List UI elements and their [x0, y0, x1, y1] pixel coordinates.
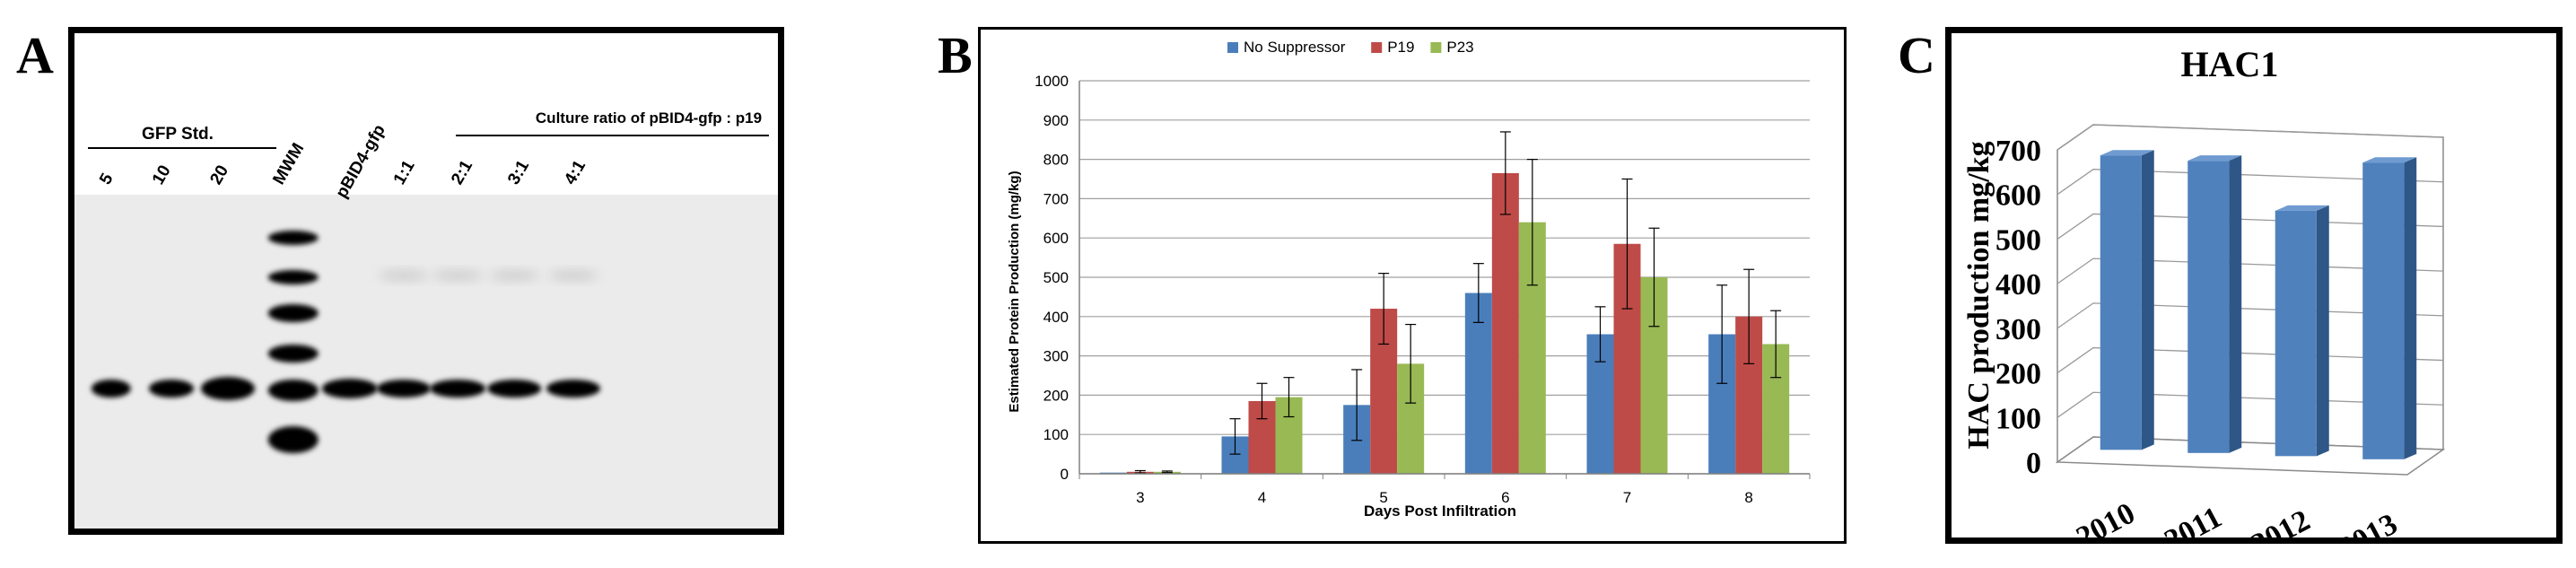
legend-swatch [1227, 42, 1238, 53]
legend-swatch [1430, 42, 1442, 53]
column [2362, 162, 2405, 459]
membrane [74, 195, 778, 529]
lane-label: 4:1 [561, 157, 589, 188]
y-tick-label: 100 [1995, 402, 2041, 435]
x-tick-label: 6 [1501, 489, 1509, 506]
ladder-band [267, 231, 319, 245]
x-tick-label: 4 [1258, 489, 1266, 506]
group-label-culture-ratio: Culture ratio of pBID4-gfp : p19 [536, 109, 762, 127]
blot-band [91, 380, 131, 398]
ladder-band [267, 345, 319, 363]
blot-band [430, 380, 486, 398]
gridline [2056, 169, 2444, 196]
lane-label: 2:1 [448, 157, 476, 188]
blot-band [377, 380, 431, 398]
chart-title: HAC1 [2181, 44, 2279, 84]
y-tick-label: 600 [1995, 179, 2041, 213]
column [2275, 210, 2317, 457]
x-tick-label: 7 [1623, 489, 1631, 506]
bar [1464, 293, 1492, 474]
legend-swatch [1371, 42, 1383, 53]
y-tick-label: 900 [1043, 112, 1069, 129]
column [2100, 155, 2142, 450]
blot-frame: GFP Std. Culture ratio of pBID4-gfp : p1… [68, 27, 784, 535]
y-tick-label: 700 [1043, 190, 1069, 207]
y-tick-label: 100 [1043, 426, 1069, 443]
column-top [2100, 150, 2154, 156]
x-tick-label: 3 [1136, 489, 1144, 506]
chart-c-frame: HAC1 HAC production mg/kg 0 100 200 300 400 5… [1945, 27, 2563, 565]
lane-label: 5 [96, 170, 118, 188]
legend-label: No Suppressor [1244, 39, 1346, 56]
blot-band [149, 380, 194, 398]
legend-label: P19 [1387, 39, 1414, 56]
y-tick-label: 0 [2026, 447, 2041, 480]
background-smear [548, 270, 598, 281]
chart-floor [2055, 436, 2446, 476]
lane-label: 20 [206, 162, 232, 188]
column-side [2316, 205, 2329, 457]
y-tick-label: 800 [1043, 152, 1069, 169]
column-top [2362, 157, 2417, 163]
blot-band [321, 379, 378, 398]
y-axis-label: Estimated Protein Production (mg/kg) [1007, 170, 1022, 412]
panel-label-b: B [938, 26, 973, 84]
lane-label: 1:1 [390, 157, 419, 188]
lane-label: 10 [149, 162, 175, 188]
y-tick-label: 300 [1995, 313, 2041, 346]
ladder-band [267, 270, 319, 284]
y-tick-label: 1000 [1035, 73, 1069, 90]
y-tick-label: 0 [1061, 466, 1069, 483]
y-tick-label: 500 [1043, 269, 1069, 286]
blot-band [546, 380, 600, 398]
column-side [2229, 155, 2242, 453]
column-side [2141, 150, 2154, 450]
gridline [2056, 124, 2444, 151]
ladder-band [267, 380, 319, 401]
column-top [2275, 205, 2329, 211]
y-tick-label: 200 [1995, 358, 2041, 391]
y-tick-label: 600 [1043, 230, 1069, 247]
chart-c: HAC1 HAC production mg/kg 0 100 200 300 400 5… [1962, 44, 2446, 565]
y-axis-label: HAC production mg/kg [1962, 141, 1995, 449]
lane-label: pBID4-gfp [332, 121, 389, 201]
ladder-band [267, 426, 319, 453]
chart-b-frame: 0 100 200 300 400 500 600 700 800 900 1000 3 4 5 6 7 8 N… [978, 27, 1847, 544]
x-tick-label: 8 [1744, 489, 1752, 506]
ladder-band [267, 304, 319, 322]
blot-band [201, 377, 255, 400]
background-smear [432, 270, 484, 281]
x-tick-label: 2011 [2159, 501, 2227, 537]
panel-label-c: C [1898, 26, 1935, 84]
blot-band [487, 380, 542, 398]
background-smear [379, 270, 429, 281]
y-tick-label: 300 [1043, 348, 1069, 365]
y-tick-label: 500 [1995, 223, 2041, 257]
panel-label-a: A [16, 26, 54, 84]
x-tick-label: 2013 [2334, 507, 2403, 537]
column [2187, 161, 2230, 453]
x-tick-label: 2012 [2246, 503, 2315, 537]
y-tick-label: 400 [1043, 309, 1069, 326]
background-smear [489, 270, 540, 281]
column-side [2404, 157, 2417, 459]
legend: No Suppressor P19 P23 [1227, 39, 1474, 56]
blot-figure: GFP Std. Culture ratio of pBID4-gfp : p1… [74, 109, 778, 529]
y-tick-label: 200 [1043, 387, 1069, 404]
y-tick-label: 700 [1995, 135, 2041, 168]
x-axis-label: Days Post Infiltration [1364, 502, 1516, 520]
lane-label: 3:1 [504, 157, 533, 188]
y-tick-label: 400 [1995, 268, 2041, 301]
chart-b: 0 100 200 300 400 500 600 700 800 900 1000 3 4 5 6 7 8 N… [1007, 39, 1811, 520]
legend-label: P23 [1446, 39, 1473, 56]
column-top [2187, 155, 2242, 162]
bar [1491, 172, 1519, 474]
group-label-gfp-std: GFP Std. [142, 125, 214, 144]
x-tick-label: 5 [1379, 489, 1387, 506]
x-tick-label: 2010 [2071, 496, 2140, 537]
